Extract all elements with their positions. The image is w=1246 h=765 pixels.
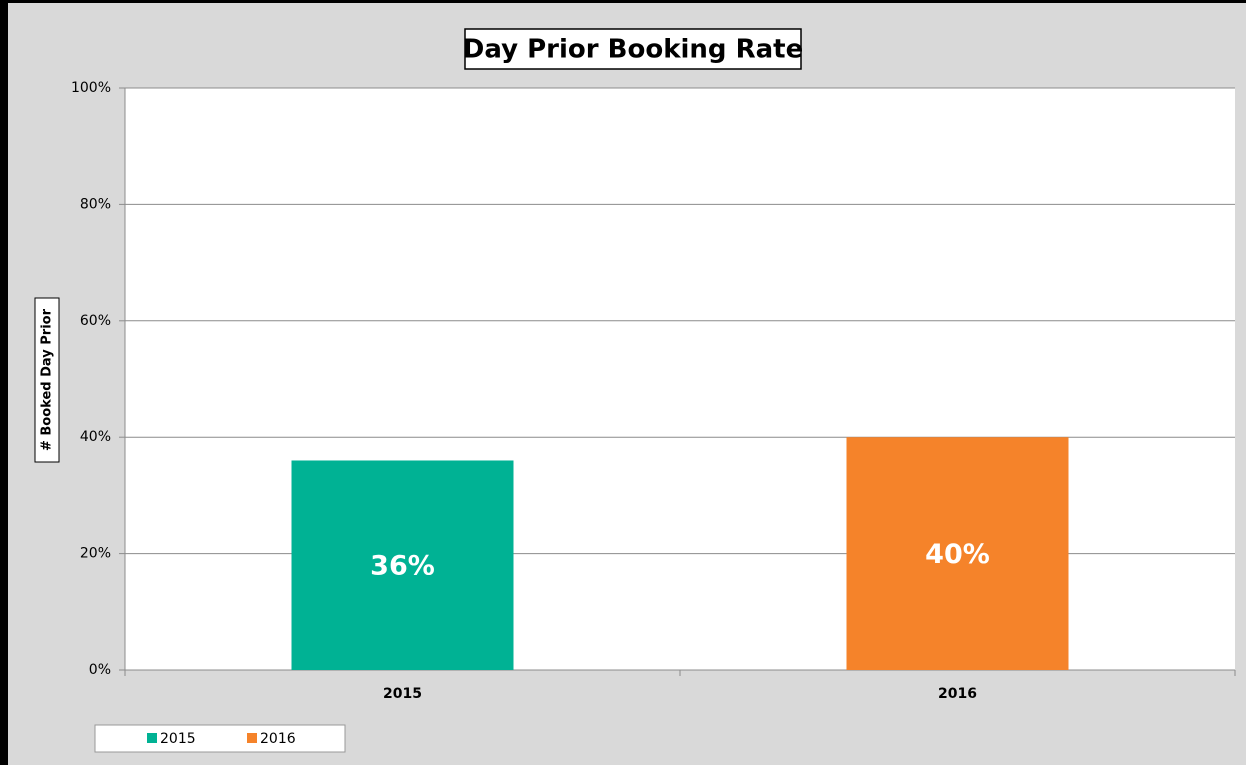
left-border [0, 0, 8, 765]
y-tick-label: 80% [80, 196, 111, 212]
y-tick-label: 100% [71, 80, 111, 96]
data-label: 40% [925, 539, 990, 570]
y-tick-label: 0% [89, 662, 111, 678]
chart-title: Day Prior Booking Rate [463, 35, 803, 65]
y-tick-label: 60% [80, 313, 111, 329]
legend-swatch [247, 733, 257, 743]
legend-box [94, 724, 346, 753]
legend-label: 2016 [260, 731, 296, 747]
y-tick-label: 20% [80, 546, 111, 562]
legend-label: 2015 [160, 731, 196, 747]
bar [846, 437, 1069, 670]
title-box [464, 28, 802, 70]
y-tick-label: 40% [80, 429, 111, 445]
bar [291, 460, 514, 670]
y-label-box [34, 297, 60, 463]
data-label: 36% [370, 551, 435, 582]
y-axis-label: # Booked Day Prior [40, 308, 55, 451]
top-border [0, 0, 1246, 3]
x-tick-label: 2016 [938, 686, 977, 702]
legend-swatch [147, 733, 157, 743]
x-tick-label: 2015 [383, 686, 422, 702]
